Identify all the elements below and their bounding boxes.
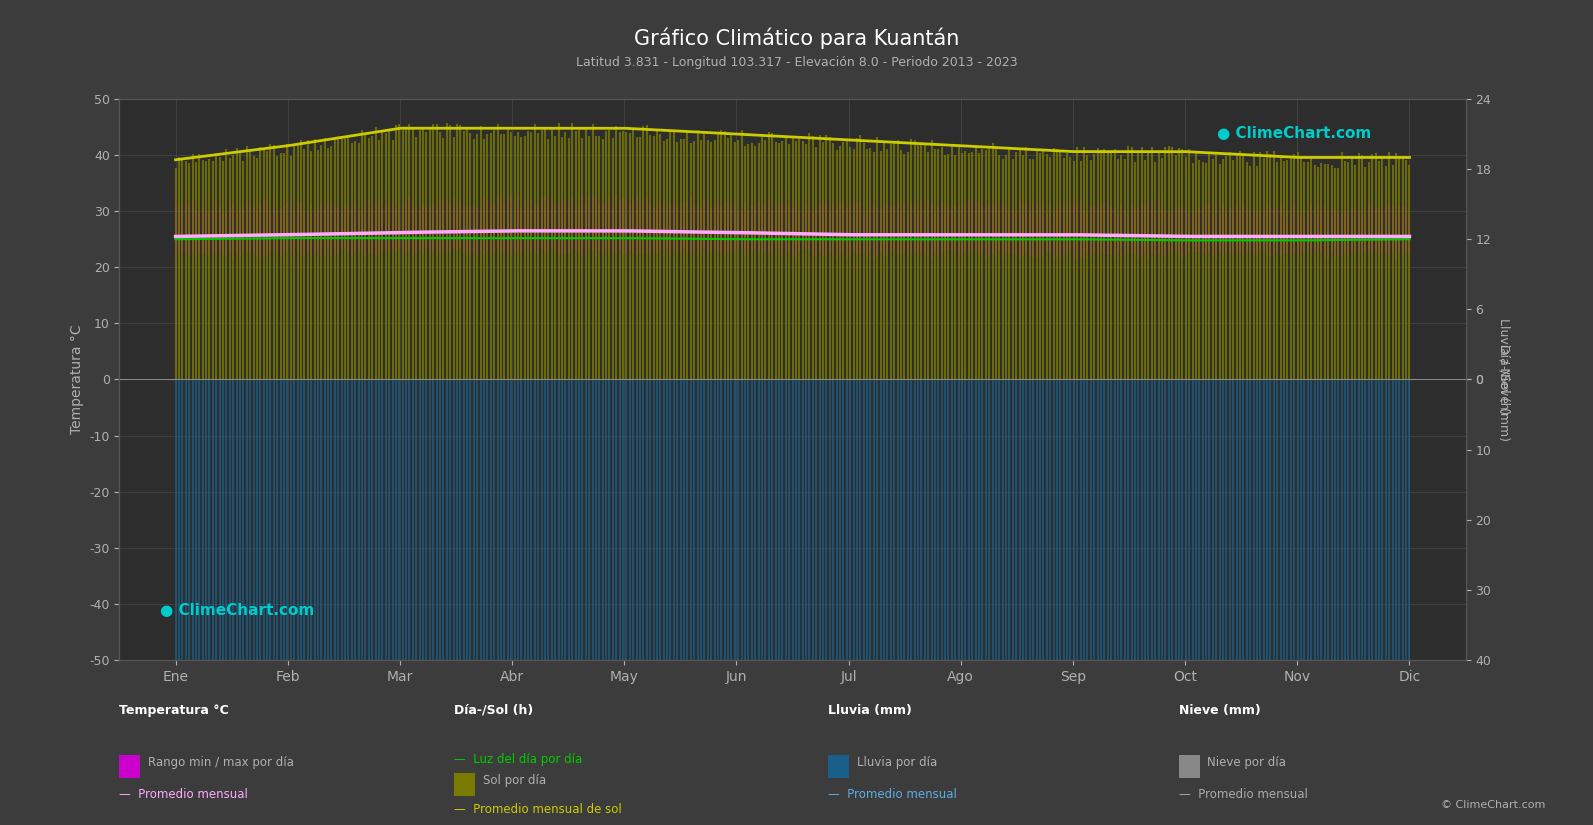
Text: Latitud 3.831 - Longitud 103.317 - Elevación 8.0 - Periodo 2013 - 2023: Latitud 3.831 - Longitud 103.317 - Eleva… <box>575 56 1018 69</box>
Text: ● ClimeChart.com: ● ClimeChart.com <box>159 603 314 618</box>
Text: © ClimeChart.com: © ClimeChart.com <box>1440 800 1545 810</box>
Text: Nieve por día: Nieve por día <box>1207 756 1287 769</box>
Text: Lluvia por día: Lluvia por día <box>857 756 937 769</box>
Text: Sol por día: Sol por día <box>483 774 546 787</box>
Text: Día-/Sol (h): Día-/Sol (h) <box>454 704 534 717</box>
Text: Gráfico Climático para Kuantán: Gráfico Climático para Kuantán <box>634 28 959 50</box>
Text: —  Promedio mensual: — Promedio mensual <box>828 788 957 801</box>
Y-axis label: Temperatura °C: Temperatura °C <box>70 325 84 434</box>
Text: ● ClimeChart.com: ● ClimeChart.com <box>1217 126 1372 141</box>
Text: Lluvia (mm): Lluvia (mm) <box>828 704 913 717</box>
Text: Rango min / max por día: Rango min / max por día <box>148 756 295 769</box>
Text: Nieve (mm): Nieve (mm) <box>1179 704 1260 717</box>
Y-axis label: Día-/Sol (h): Día-/Sol (h) <box>1497 344 1510 415</box>
Text: —  Luz del día por día: — Luz del día por día <box>454 753 583 766</box>
Text: —  Promedio mensual de sol: — Promedio mensual de sol <box>454 803 621 816</box>
Text: Temperatura °C: Temperatura °C <box>119 704 229 717</box>
Text: —  Promedio mensual: — Promedio mensual <box>1179 788 1308 801</box>
Y-axis label: Lluvia / Nieve (mm): Lluvia / Nieve (mm) <box>1497 318 1510 441</box>
Text: —  Promedio mensual: — Promedio mensual <box>119 788 249 801</box>
